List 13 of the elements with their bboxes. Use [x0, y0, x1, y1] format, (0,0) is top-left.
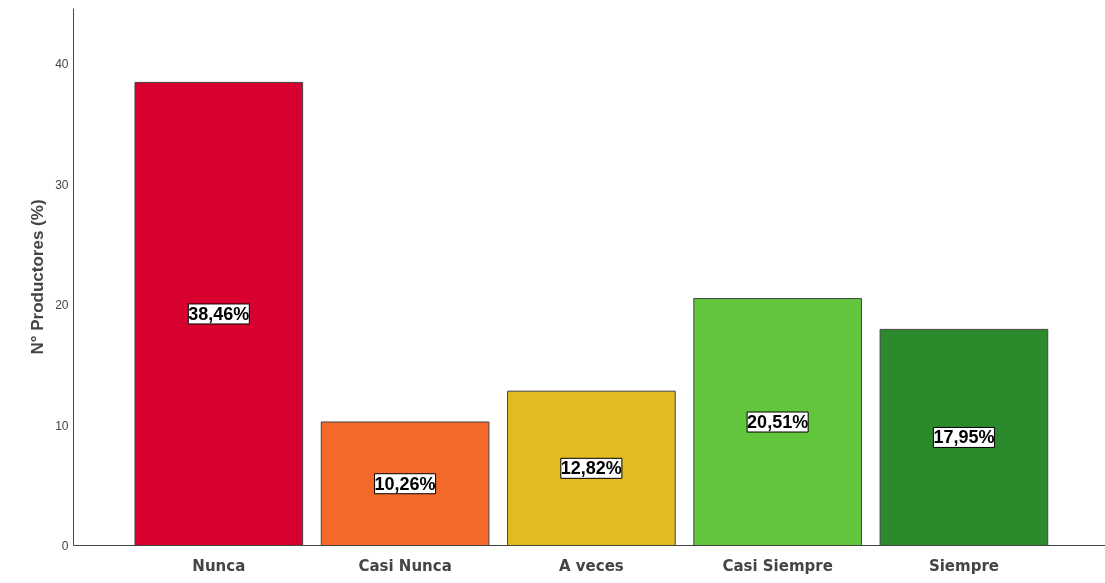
x-tick-label: Casi Nunca [358, 556, 452, 575]
y-tick-label: 0 [61, 539, 69, 553]
x-tick-label: A veces [558, 556, 624, 575]
x-tick-label: Nunca [192, 556, 246, 575]
y-tick-label: 40 [55, 57, 69, 72]
data-label: 17,95% [933, 427, 995, 448]
x-tick-label: Casi Siempre [722, 556, 833, 575]
data-label: 10,26% [374, 473, 436, 494]
y-tick-label: 10 [55, 418, 69, 433]
y-tick-label: 20 [55, 298, 69, 313]
y-axis-title: N° Productores (%) [28, 199, 48, 355]
x-tick-label: Siempre [928, 556, 999, 575]
y-tick-label: 30 [55, 177, 69, 192]
